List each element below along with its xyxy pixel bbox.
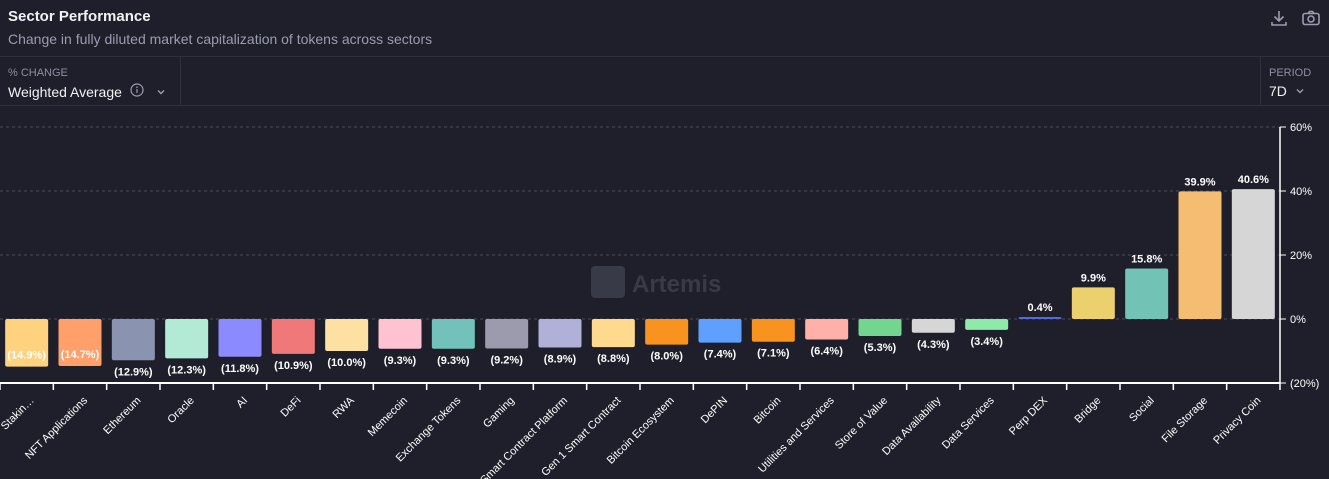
bar [218,319,262,357]
data-label: 40.6% [1238,174,1269,186]
camera-icon[interactable] [1301,8,1321,28]
bar [5,319,49,367]
data-label: (12.3%) [167,364,206,376]
x-tick-label: Store of Value [833,395,890,452]
controls-bar: % CHANGE Weighted Average PERIOD 7D [0,56,1329,106]
x-tick-label: Social [1127,395,1157,425]
data-label: (9.3%) [384,355,417,367]
bar [1231,189,1275,319]
data-label: 0.4% [1027,302,1052,314]
x-tick-label: Memecoin [366,395,410,439]
data-label: (6.4%) [810,345,843,357]
chart-subtitle: Change in fully diluted market capitaliz… [8,31,433,47]
x-tick-label: Data Services [940,394,997,451]
divider [1260,57,1261,105]
bar [58,319,102,367]
y-tick-label: 40% [1290,186,1312,198]
x-tick-label: Data Availability [880,394,944,458]
chart-title: Sector Performance [8,8,151,25]
divider [180,57,181,105]
data-label: (8.9%) [544,353,577,365]
bar [965,319,1009,330]
x-tick-label: Ethereum [101,395,143,437]
data-label: (9.3%) [437,355,470,367]
data-label: (7.1%) [757,348,790,360]
y-tick-label: 0% [1290,314,1306,326]
bar [805,319,849,340]
metric-select[interactable]: % CHANGE Weighted Average [8,57,178,105]
x-tick-label: File Storage [1160,395,1210,445]
data-label: (10.0%) [327,357,366,369]
x-tick-label: RWA [331,394,358,421]
data-label: (12.9%) [114,366,153,378]
bar [858,319,902,336]
x-tick-label: Bridge [1072,395,1103,426]
x-tick-label: Stakin… [0,395,37,433]
data-label: (3.4%) [970,336,1003,348]
download-icon[interactable] [1269,8,1289,28]
x-tick-label: Oracle [165,395,196,426]
data-label: (11.8%) [221,363,259,375]
x-tick-label: AI [234,395,250,411]
x-tick-label: Bitcoin [752,395,784,427]
bar [325,319,369,351]
bar [645,319,689,345]
bar [538,319,582,348]
bar [698,319,742,343]
bar [1178,191,1222,319]
bar [911,319,955,333]
data-label: 9.9% [1081,272,1106,284]
bar [165,319,209,359]
period-label: PERIOD [1269,67,1312,79]
metric-value: Weighted Average [8,83,122,100]
bar [751,319,795,342]
bar [485,319,529,349]
x-tick-label: Privacy Coin [1211,395,1263,447]
data-label: (9.2%) [490,354,523,366]
period-select[interactable]: PERIOD 7D [1269,57,1329,105]
bar [271,319,315,354]
bar [378,319,422,349]
bar [111,319,155,361]
data-label: 15.8% [1131,253,1162,265]
chevron-down-icon [1295,83,1305,99]
x-tick-label: Gaming [481,395,517,431]
period-value: 7D [1269,83,1287,99]
chevron-down-icon [156,84,166,100]
y-tick-label: 20% [1290,250,1312,262]
x-tick-label: DeFi [279,395,304,420]
data-label: (5.3%) [864,342,897,354]
x-tick-label: DePIN [699,395,730,426]
y-tick-label: (20%) [1290,378,1319,390]
data-label: (10.9%) [274,360,313,372]
x-tick-label: Perp DEX [1007,394,1051,438]
data-label: (7.4%) [704,349,737,361]
bar [1071,287,1115,319]
data-label: (8.0%) [650,351,683,363]
bar [1125,268,1169,319]
info-icon[interactable] [130,83,144,100]
data-label: (14.7%) [61,349,100,361]
metric-label: % CHANGE [8,67,68,79]
data-label: 39.9% [1184,176,1215,188]
data-label: (8.8%) [597,353,630,365]
watermark-text: Artemis [632,271,721,298]
bar [1018,317,1062,319]
bar [591,319,635,348]
bar [431,319,475,349]
data-label: (14.9%) [7,350,46,362]
watermark: Artemis [591,266,721,298]
data-label: (4.3%) [917,339,950,351]
y-tick-label: 60% [1290,122,1312,134]
